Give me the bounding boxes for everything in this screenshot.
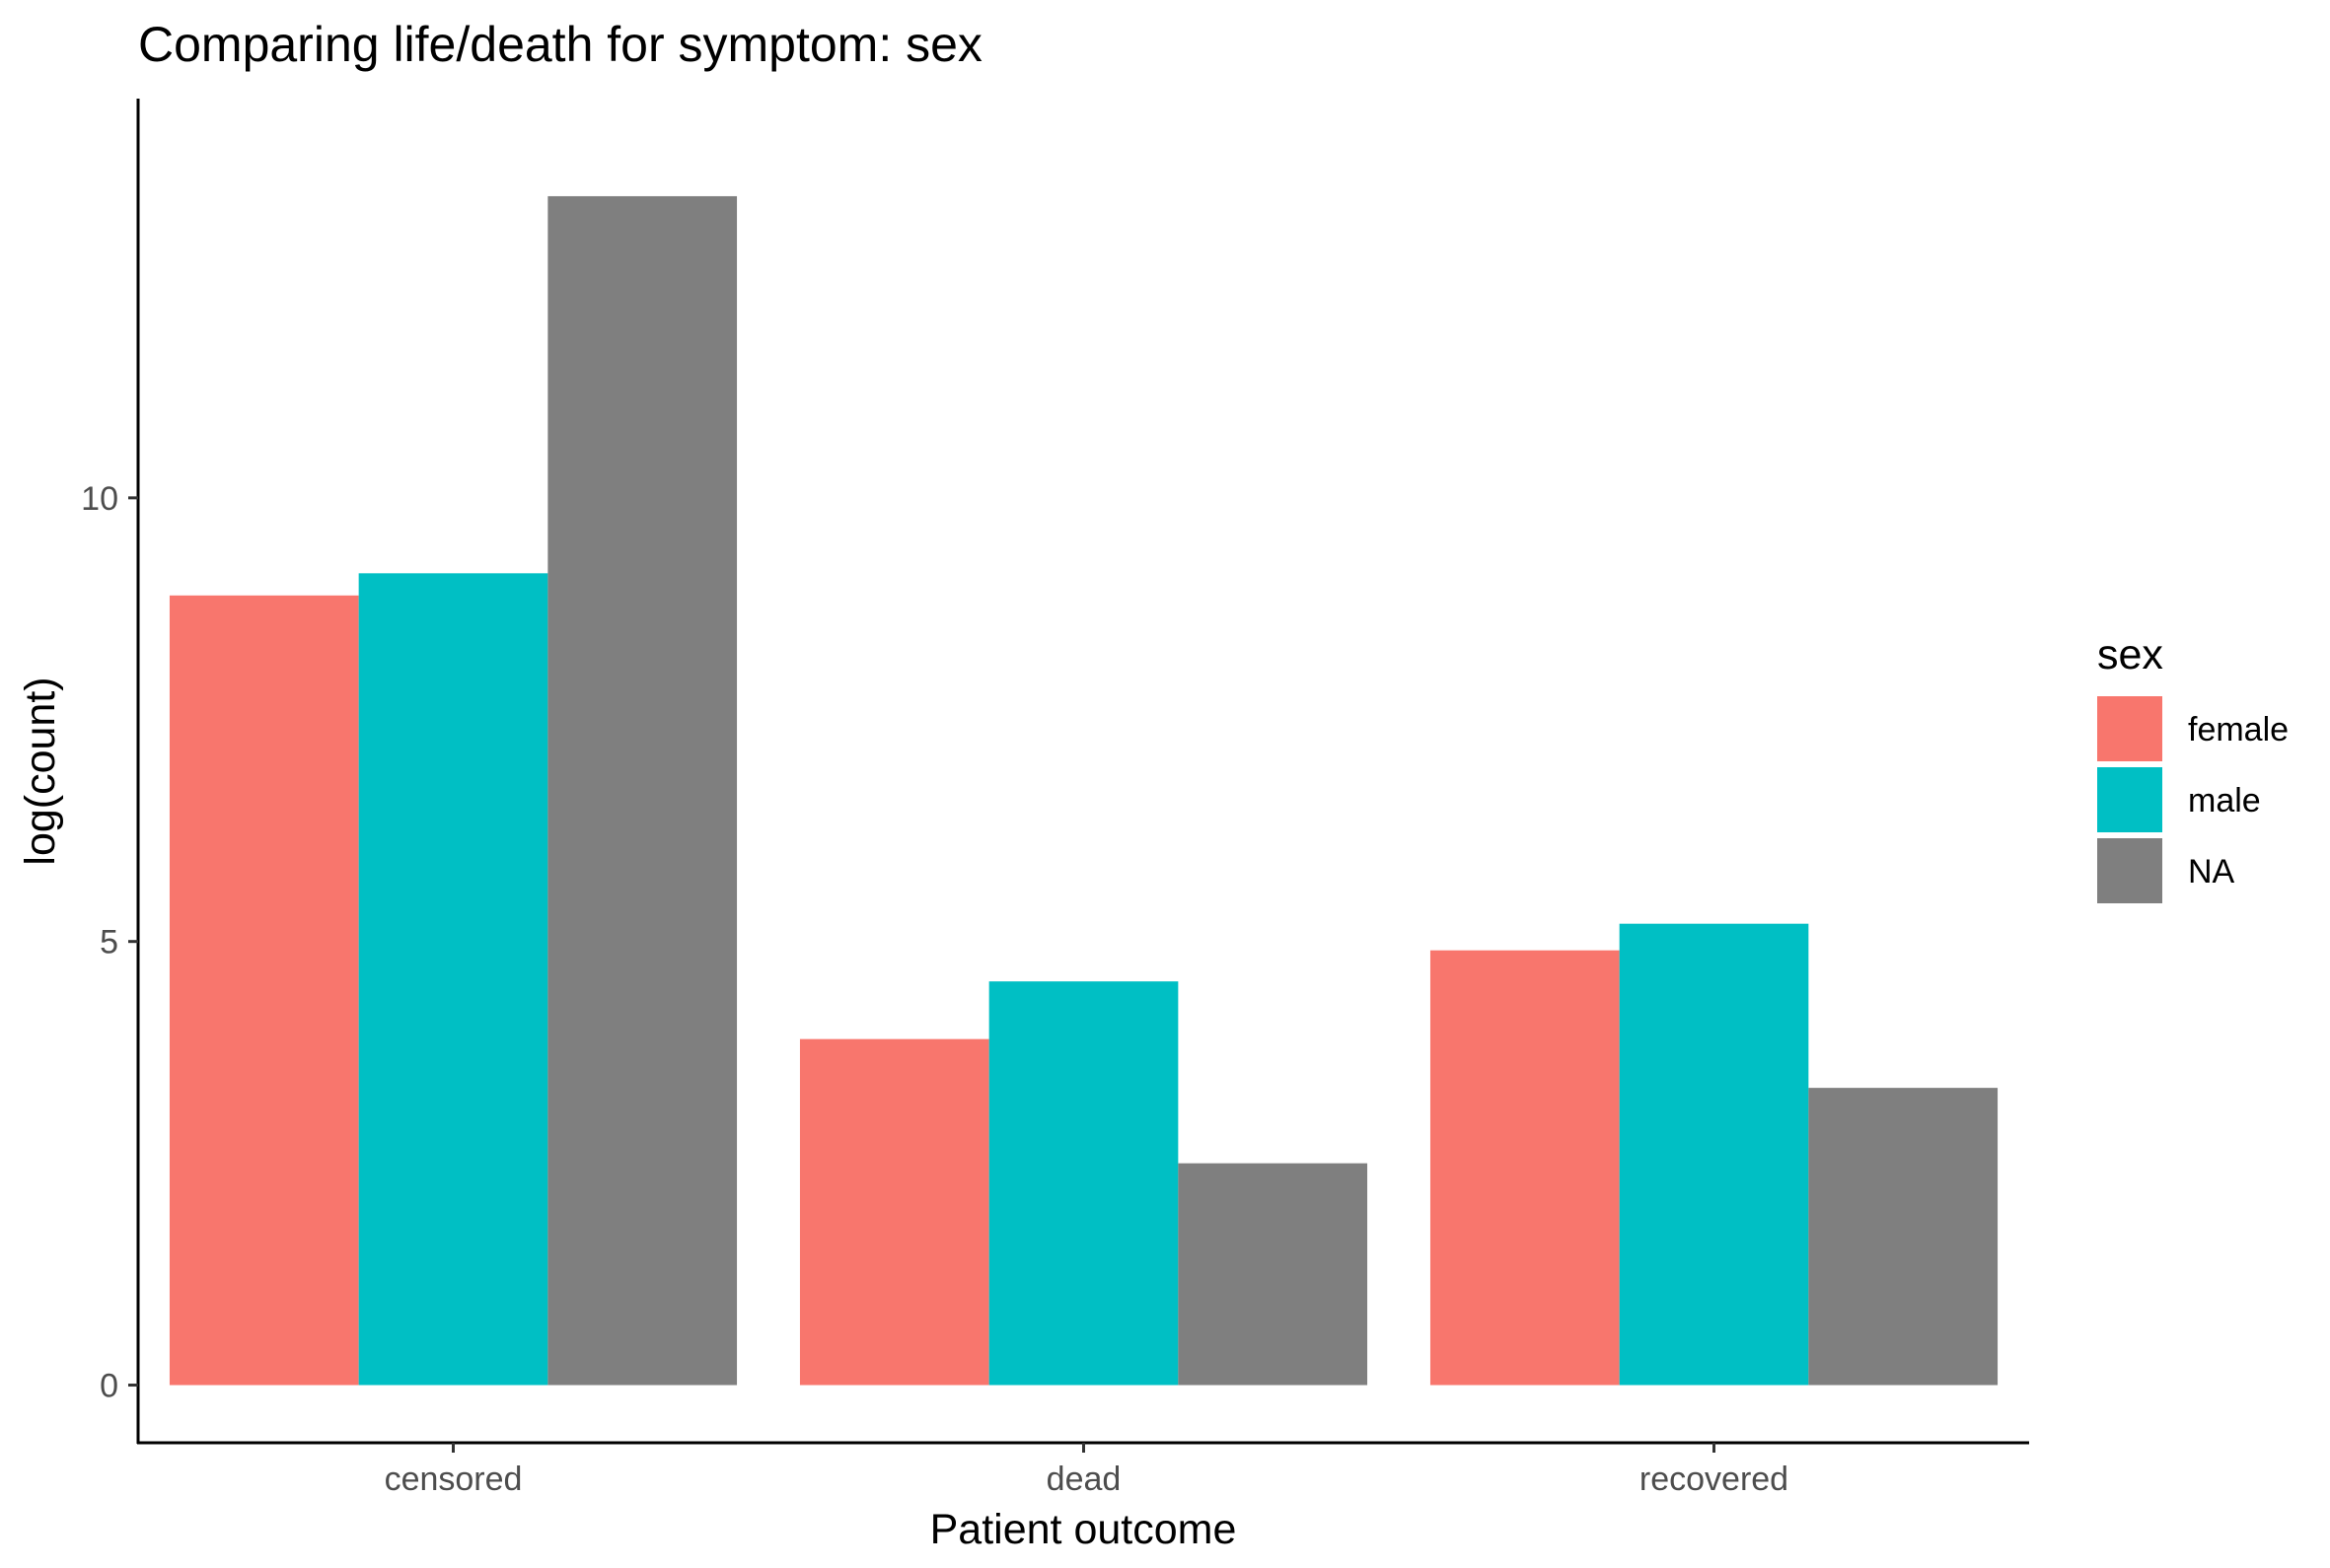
y-tick-label: 5 xyxy=(100,924,118,962)
legend-items: female male NA xyxy=(2097,696,2289,903)
x-tick-label: recovered xyxy=(1639,1461,1788,1498)
y-axis: 0 5 10 xyxy=(81,480,138,1405)
legend-key-male xyxy=(2097,767,2162,832)
legend-label-male: male xyxy=(2188,782,2261,820)
bar-recovered-female xyxy=(1429,950,1620,1386)
bar-censored-na xyxy=(547,195,738,1386)
y-tick-label: 10 xyxy=(81,480,118,518)
legend-title: sex xyxy=(2097,631,2163,678)
legend-label-female: female xyxy=(2188,711,2289,748)
y-axis-title: log(count) xyxy=(17,677,64,865)
x-tick-label: censored xyxy=(385,1461,523,1498)
bar-dead-na xyxy=(1178,1163,1368,1386)
x-axis: censored dead recovered xyxy=(385,1443,1788,1498)
bar-censored-female xyxy=(169,595,359,1386)
legend-key-female xyxy=(2097,696,2162,761)
x-axis-title: Patient outcome xyxy=(930,1506,1237,1553)
bar-dead-female xyxy=(799,1038,989,1386)
legend-label-na: NA xyxy=(2188,853,2235,891)
bars xyxy=(169,195,1999,1386)
legend-key-na xyxy=(2097,838,2162,903)
bar-censored-male xyxy=(358,573,548,1386)
bar-recovered-male xyxy=(1619,923,1809,1386)
chart-title: Comparing life/death for symptom: sex xyxy=(138,17,983,72)
legend: sex female male NA xyxy=(2097,631,2289,903)
bar-dead-male xyxy=(988,981,1179,1386)
x-tick-label: dead xyxy=(1047,1461,1122,1498)
bar-recovered-na xyxy=(1808,1088,1999,1386)
y-tick-label: 0 xyxy=(100,1368,118,1405)
